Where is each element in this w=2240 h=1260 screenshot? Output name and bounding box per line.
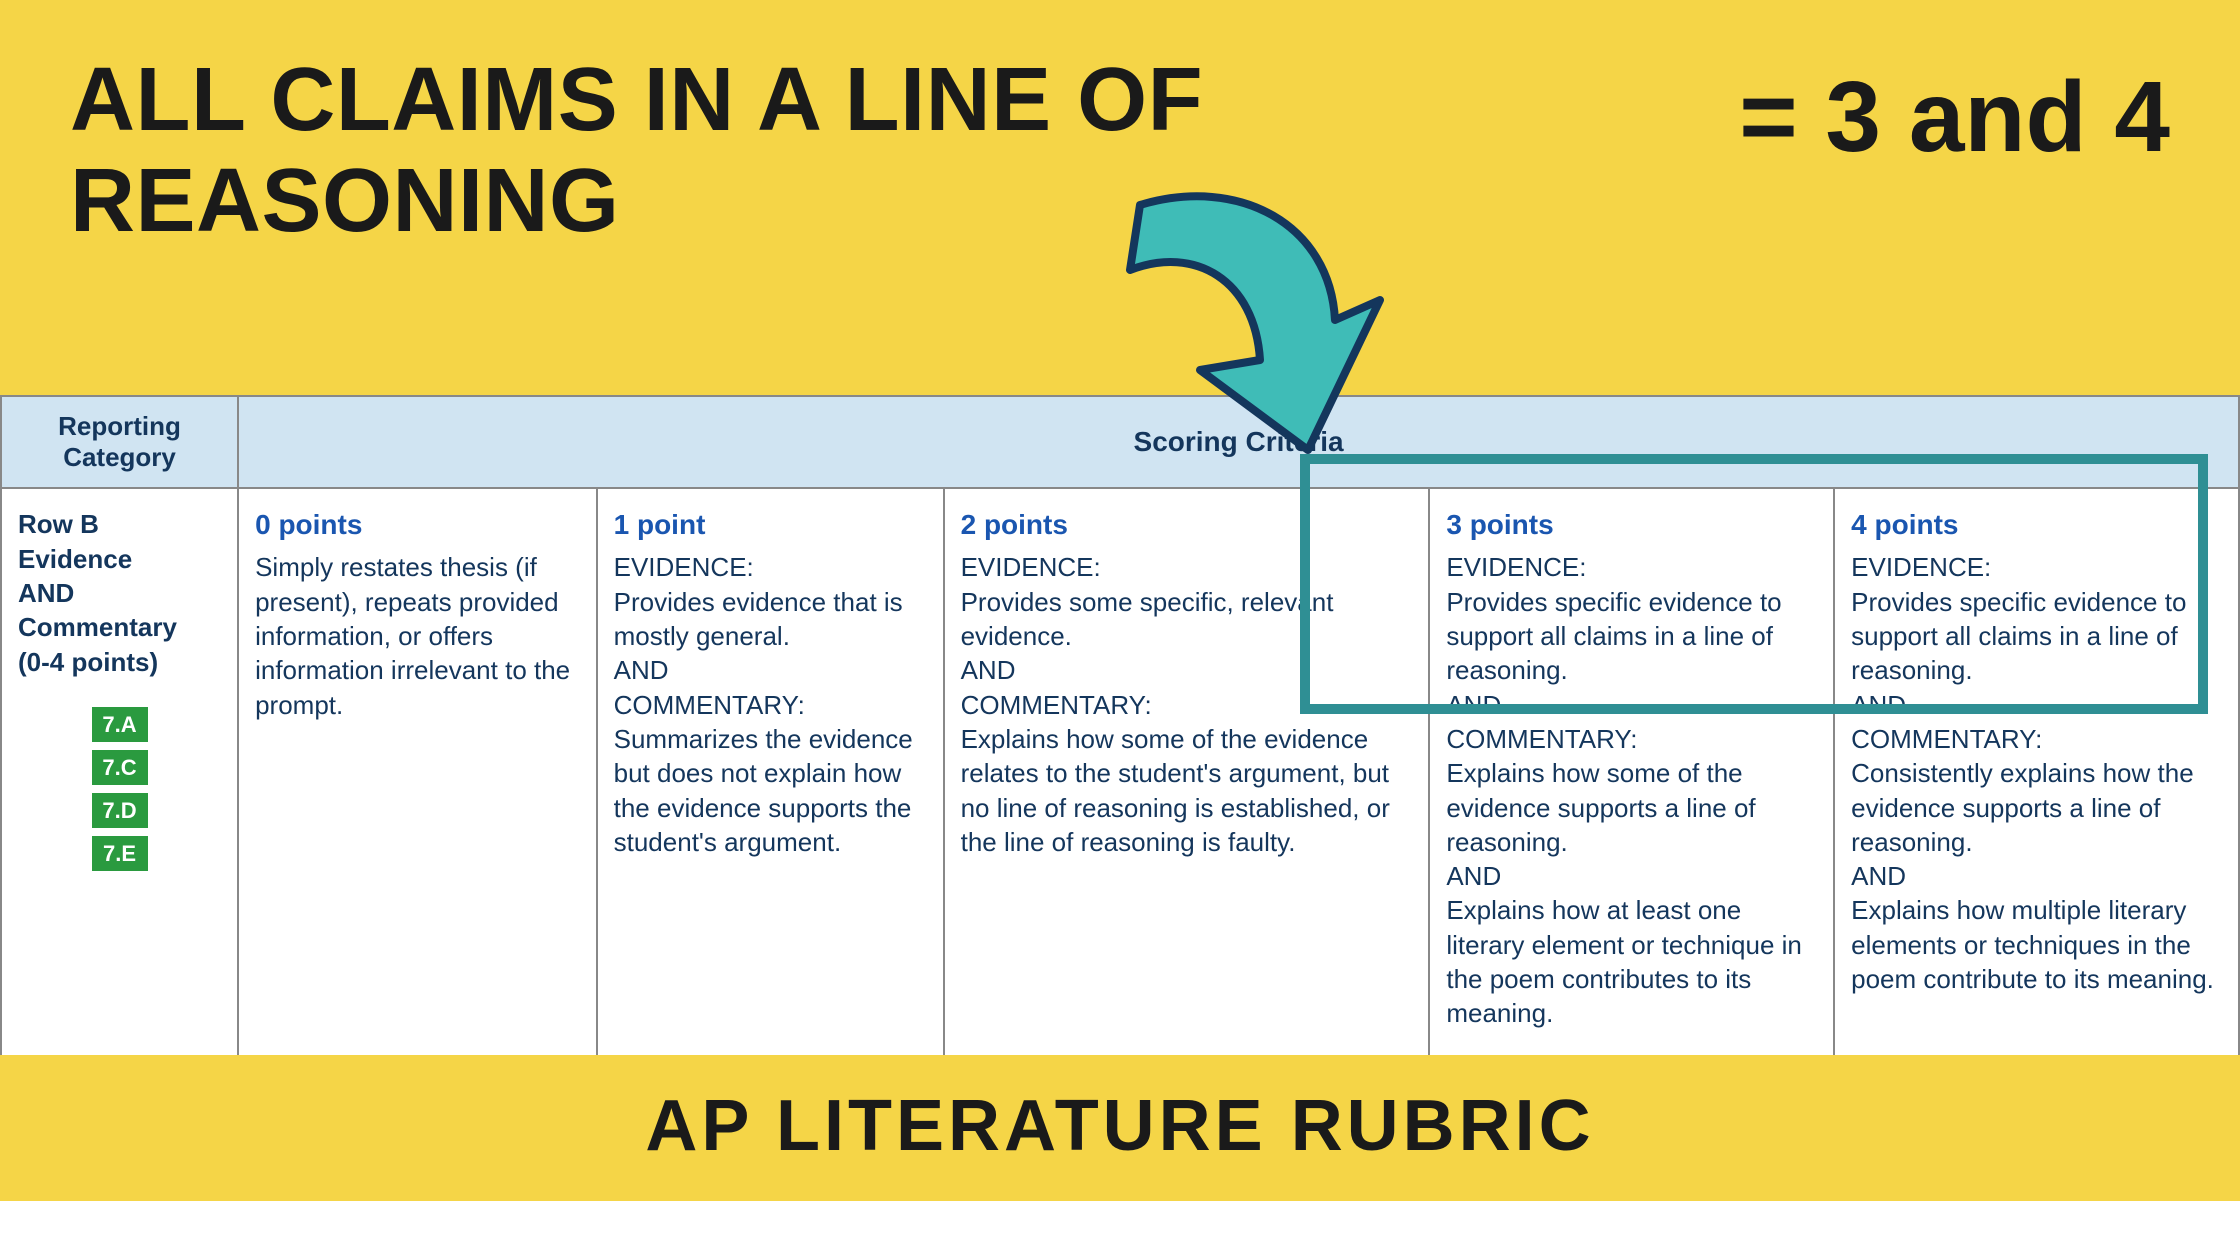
bottom-banner: AP LITERATURE RUBRIC (0, 1055, 2240, 1201)
skill-tag: 7.D (92, 793, 148, 828)
cell-2-points: 2 points EVIDENCE: Provides some specifi… (944, 488, 1430, 1054)
skill-tag: 7.A (92, 707, 148, 742)
points-head-3: 3 points (1446, 507, 1817, 544)
skill-tag: 7.E (92, 836, 148, 871)
rubric-table-region: Reporting Category Scoring Criteria Row … (0, 395, 2240, 1055)
headline-equals: = 3 and 4 (1739, 60, 2170, 175)
points-body-0: Simply restates thesis (if present), rep… (255, 550, 580, 722)
row-label: Row B (18, 507, 221, 541)
points-head-4: 4 points (1851, 507, 2222, 544)
cell-3-points: 3 points EVIDENCE: Provides specific evi… (1429, 488, 1834, 1054)
header-reporting-category: Reporting Category (1, 396, 238, 488)
category-cell: Row B Evidence AND Commentary (0-4 point… (1, 488, 238, 1054)
points-head-1: 1 point (614, 507, 927, 544)
points-body-4: EVIDENCE: Provides specific evidence to … (1851, 550, 2222, 996)
top-banner: ALL CLAIMS IN A LINE OF REASONING = 3 an… (0, 0, 2240, 395)
points-body-2: EVIDENCE: Provides some specific, releva… (961, 550, 1413, 859)
cell-4-points: 4 points EVIDENCE: Provides specific evi… (1834, 488, 2239, 1054)
points-body-3: EVIDENCE: Provides specific evidence to … (1446, 550, 1817, 1030)
cell-0-points: 0 points Simply restates thesis (if pres… (238, 488, 597, 1054)
footer-title: AP LITERATURE RUBRIC (0, 1085, 2240, 1167)
row-line2: Evidence (18, 542, 221, 576)
row-range: (0-4 points) (18, 645, 221, 679)
skill-tag: 7.C (92, 750, 148, 785)
arrow-icon (1080, 170, 1400, 485)
points-head-0: 0 points (255, 507, 580, 544)
rubric-table: Reporting Category Scoring Criteria Row … (0, 395, 2240, 1055)
points-body-1: EVIDENCE: Provides evidence that is most… (614, 550, 927, 859)
cell-1-point: 1 point EVIDENCE: Provides evidence that… (597, 488, 944, 1054)
points-head-2: 2 points (961, 507, 1413, 544)
row-line4: Commentary (18, 610, 221, 644)
headline-main: ALL CLAIMS IN A LINE OF REASONING (70, 50, 1739, 252)
rubric-row-b: Row B Evidence AND Commentary (0-4 point… (1, 488, 2239, 1054)
skill-tags: 7.A 7.C 7.D 7.E (18, 707, 221, 871)
row-line3: AND (18, 576, 221, 610)
